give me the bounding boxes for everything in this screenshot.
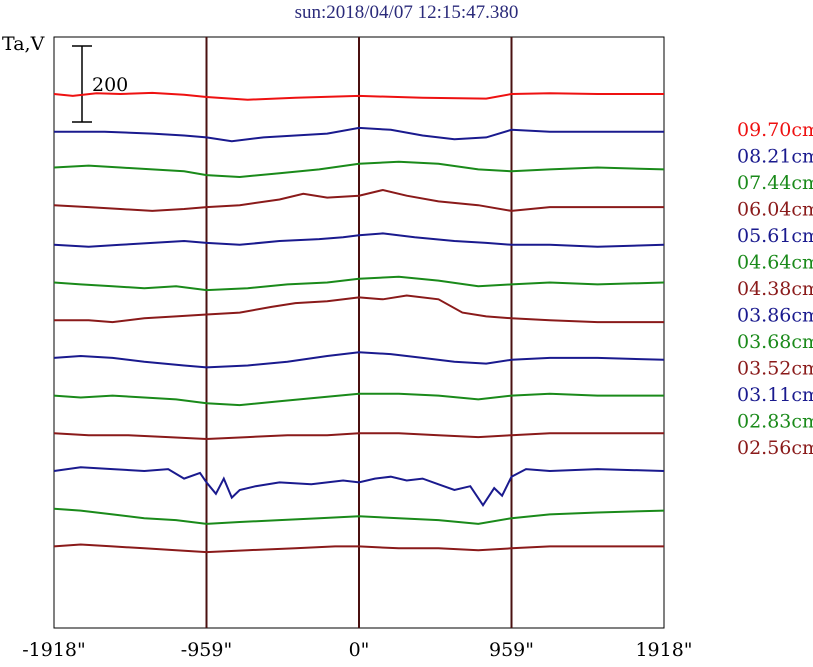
chart-title: sun:2018/04/07 12:15:47.380 bbox=[294, 2, 519, 23]
series-line-03.11cm bbox=[53, 466, 665, 508]
series-line-03.86cm bbox=[53, 351, 665, 369]
legend-label-05.61cm: 05.61cm bbox=[737, 225, 813, 247]
legend-label-06.04cm: 06.04cm bbox=[737, 199, 813, 221]
series-line-09.70cm bbox=[53, 91, 664, 101]
y-axis-label: Ta,V bbox=[2, 33, 45, 55]
legend-label-02.56cm: 02.56cm bbox=[737, 437, 813, 459]
legend-label-03.86cm: 03.86cm bbox=[737, 305, 813, 327]
legend-label-08.21cm: 08.21cm bbox=[737, 146, 813, 168]
series-line-02.56cm bbox=[53, 543, 664, 554]
series-line-03.52cm bbox=[53, 432, 664, 441]
series-line-04.64cm bbox=[53, 275, 665, 292]
legend-label-09.70cm: 09.70cm bbox=[737, 119, 813, 141]
x-tick-label: -1918" bbox=[22, 639, 86, 661]
series-line-02.83cm bbox=[53, 507, 665, 525]
legend-label-07.44cm: 07.44cm bbox=[737, 172, 813, 194]
x-tick-label: 0" bbox=[349, 639, 370, 661]
legend-label-04.64cm: 04.64cm bbox=[737, 252, 813, 274]
x-tick-label: 959" bbox=[489, 639, 534, 661]
series-line-07.44cm bbox=[53, 160, 665, 179]
series-line-04.38cm bbox=[54, 294, 664, 324]
legend-label-04.38cm: 04.38cm bbox=[737, 278, 813, 300]
series-line-05.61cm bbox=[53, 232, 665, 248]
series-line-08.21cm bbox=[54, 126, 664, 143]
x-tick-label: 1918" bbox=[635, 639, 692, 661]
legend-label-03.68cm: 03.68cm bbox=[737, 331, 813, 353]
x-tick-label: -959" bbox=[181, 639, 232, 661]
legend-label-03.52cm: 03.52cm bbox=[737, 358, 813, 380]
series-line-03.68cm bbox=[53, 392, 664, 407]
legend-label-02.83cm: 02.83cm bbox=[737, 411, 813, 433]
scale-bar-label: 200 bbox=[92, 74, 128, 96]
legend-label-03.11cm: 03.11cm bbox=[737, 384, 813, 406]
series-line-06.04cm bbox=[53, 188, 664, 212]
